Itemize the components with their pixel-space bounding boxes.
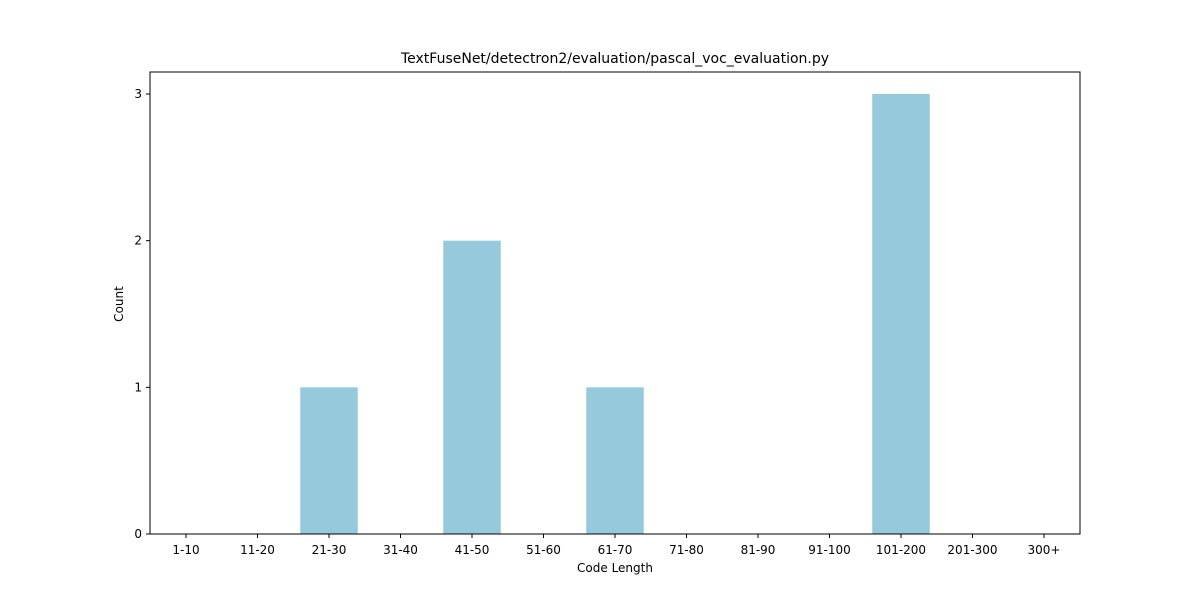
y-tick-label-2: 2 xyxy=(134,234,142,248)
x-tick-label-41-50: 41-50 xyxy=(455,543,490,557)
bar-21-30 xyxy=(300,387,358,534)
x-tick-label-101-200: 101-200 xyxy=(876,543,926,557)
x-tick-label-1-10: 1-10 xyxy=(172,543,199,557)
x-tick-label-91-100: 91-100 xyxy=(808,543,851,557)
x-tick-label-51-60: 51-60 xyxy=(526,543,561,557)
bars-layer xyxy=(300,94,930,535)
x-tick-label-31-40: 31-40 xyxy=(383,543,418,557)
x-tick-label-21-30: 21-30 xyxy=(312,543,347,557)
x-tick-label-201-300: 201-300 xyxy=(947,543,997,557)
axes-layer: 1-10 11-20 21-30 31-40 41-50 51-60 61-70 71-80 8… xyxy=(134,71,1081,557)
x-tick-label-71-80: 71-80 xyxy=(669,543,704,557)
x-tick-label-11-20: 11-20 xyxy=(240,543,275,557)
chart-title: TextFuseNet/detectron2/evaluation/pascal… xyxy=(400,51,829,67)
x-tick-label-300+: 300+ xyxy=(1028,543,1061,557)
y-axis-label: Count xyxy=(112,286,126,322)
y-tick-label-3: 3 xyxy=(134,87,142,101)
x-tick-label-61-70: 61-70 xyxy=(598,543,633,557)
x-tick-label-81-90: 81-90 xyxy=(741,543,776,557)
y-tick-label-1: 1 xyxy=(134,380,142,394)
bar-101-200 xyxy=(872,94,930,534)
x-axis-label: Code Length xyxy=(577,561,653,575)
y-tick-label-0: 0 xyxy=(134,527,142,541)
bar-41-50 xyxy=(443,240,501,535)
bar-61-70 xyxy=(586,387,644,534)
